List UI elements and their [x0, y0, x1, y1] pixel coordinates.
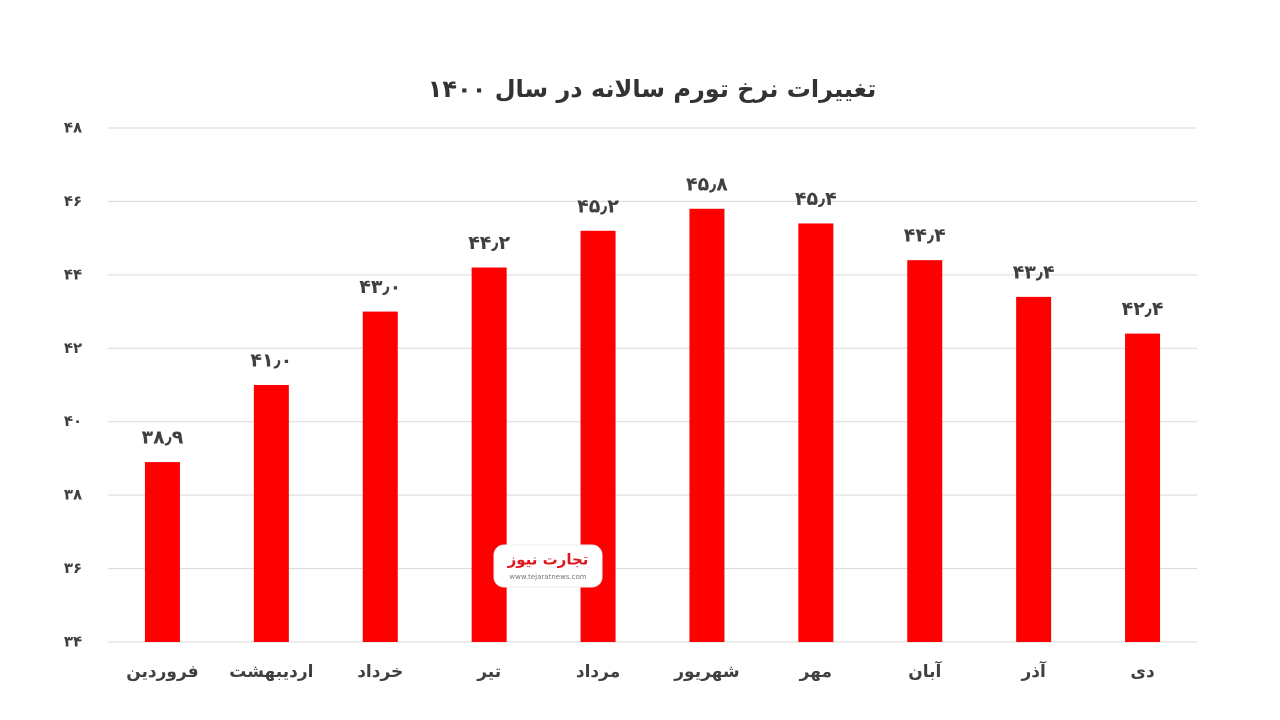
value-label: ۴۱٫۰	[250, 350, 292, 372]
bar	[253, 385, 289, 642]
bar	[798, 223, 834, 642]
x-tick-label: تیر	[476, 662, 501, 682]
bar	[689, 208, 725, 642]
y-tick-label: ۴۴	[64, 265, 82, 283]
value-label: ۴۲٫۴	[1122, 298, 1164, 320]
x-tick-label: مهر	[799, 662, 832, 682]
value-label: ۴۵٫۴	[795, 188, 837, 210]
y-tick-label: ۳۴	[64, 633, 82, 651]
y-tick-label: ۳۸	[64, 486, 82, 504]
x-tick-label: شهریور	[673, 662, 739, 682]
bar	[144, 462, 180, 642]
value-label: ۴۴٫۴	[904, 225, 946, 247]
watermark-name: تجارت نیوز	[507, 551, 589, 569]
value-label: ۳۸٫۹	[142, 427, 184, 449]
value-label: ۴۵٫۸	[686, 173, 728, 195]
bar	[907, 260, 943, 642]
y-tick-label: ۴۶	[64, 192, 82, 210]
bar	[1125, 333, 1161, 642]
bar	[362, 311, 398, 642]
x-tick-label: خرداد	[357, 662, 403, 682]
y-tick-label: ۴۰	[64, 412, 82, 430]
x-tick-label: آبان	[908, 660, 942, 682]
chart-title: تغییرات نرخ تورم سالانه در سال ۱۴۰۰	[428, 75, 876, 103]
y-tick-label: ۴۲	[64, 339, 82, 357]
value-label: ۴۳٫۴	[1013, 261, 1055, 283]
watermark-url: www.tejaratnews.com	[509, 573, 586, 581]
x-tick-label: اردیبهشت	[229, 662, 313, 682]
x-tick-label: دی	[1130, 662, 1155, 682]
watermark-box	[493, 544, 603, 588]
bar	[1016, 296, 1052, 642]
value-label: ۴۳٫۰	[359, 276, 401, 298]
x-tick-label: مرداد	[576, 662, 620, 682]
watermark: تجارت نیوز www.tejaratnews.com	[493, 544, 603, 588]
x-tick-label: آذر	[1020, 660, 1047, 682]
value-label: ۴۴٫۲	[468, 232, 510, 254]
y-tick-label: ۴۸	[64, 119, 82, 137]
x-tick-label: فروردین	[126, 662, 198, 682]
y-tick-label: ۳۶	[64, 559, 82, 577]
value-label: ۴۵٫۲	[577, 195, 619, 217]
